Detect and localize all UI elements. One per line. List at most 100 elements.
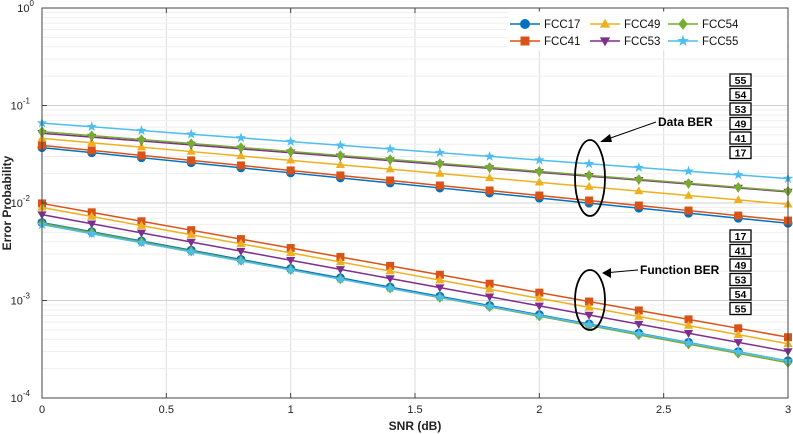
- function-ber-order-box: [729, 272, 752, 287]
- data-ber-order-box-label: 49: [735, 119, 747, 131]
- data-point: [683, 165, 694, 176]
- data-point: [186, 229, 196, 238]
- data-point: [435, 168, 445, 177]
- data-point: [136, 220, 147, 229]
- y-tick-label: 100: [17, 0, 34, 15]
- data-point: [485, 162, 494, 173]
- legend-item-fcc55: FCC55: [668, 34, 738, 48]
- data-ber-arrow: [601, 121, 657, 142]
- data-point: [535, 166, 544, 177]
- function-ber-line: [41, 223, 789, 362]
- data-point: [286, 248, 296, 257]
- data-point: [187, 156, 196, 165]
- function-ber-order-box: [729, 258, 752, 272]
- data-point: [734, 182, 743, 193]
- data-ber-order-box: [729, 87, 752, 102]
- data-point: [733, 195, 743, 204]
- data-point: [385, 154, 395, 165]
- data-point: [534, 293, 544, 302]
- data-point: [187, 138, 196, 149]
- data-point: [137, 134, 146, 145]
- data-ber-arrowhead: [600, 134, 612, 142]
- function-ber-order-box-label: 55: [735, 304, 747, 316]
- data-ber-order-box: [729, 116, 752, 131]
- data-point: [634, 174, 643, 185]
- function-ber-line: [41, 202, 789, 338]
- data-point: [683, 337, 694, 348]
- data-point: [186, 246, 197, 257]
- legend-item-fcc54: FCC54: [668, 18, 739, 31]
- data-point: [385, 266, 395, 275]
- data-point: [87, 220, 97, 229]
- data-point: [583, 319, 595, 329]
- x-tick-label: 2: [536, 404, 542, 416]
- y-tick-label: 10-1: [11, 97, 31, 113]
- y-tick-label: 10-4: [11, 389, 31, 405]
- data-point: [485, 284, 495, 293]
- data-point: [137, 151, 146, 160]
- data-point: [684, 178, 693, 189]
- data-point: [386, 261, 395, 270]
- data-point: [186, 146, 196, 155]
- data-ber-line: [41, 144, 789, 222]
- data-point: [336, 252, 345, 261]
- data-point: [734, 211, 743, 220]
- data-point: [485, 279, 494, 288]
- data-ber-order-box: [729, 73, 752, 87]
- data-point: [677, 34, 689, 46]
- function-ber-order-box: [729, 301, 752, 316]
- legend-item-fcc49: FCC49: [590, 18, 660, 31]
- data-point: [599, 18, 611, 28]
- data-point: [535, 191, 544, 200]
- legend-label: FCC54: [702, 19, 739, 31]
- data-point: [136, 229, 147, 238]
- data-point: [733, 169, 744, 180]
- data-point: [386, 176, 395, 185]
- data-ber-order-box: [729, 131, 752, 145]
- data-point: [335, 139, 346, 150]
- data-point: [733, 329, 743, 338]
- data-point: [485, 173, 495, 182]
- data-point: [136, 125, 147, 135]
- function-ber-order-box-label: 17: [735, 231, 747, 243]
- y-tick-label: 10-2: [11, 194, 31, 210]
- y-axis-label: Error Probability: [0, 155, 14, 250]
- data-point: [434, 291, 445, 302]
- data-point: [584, 311, 594, 320]
- data-ber-order-box-label: 41: [735, 133, 747, 145]
- data-point: [385, 143, 396, 154]
- tick-labels: 0 0.5 1 1.5 2 2.5 3 100 10-1 10-2 10-3 10-4: [11, 0, 791, 416]
- data-point: [683, 320, 694, 329]
- data-ber-line: [41, 132, 789, 193]
- function-ber-order-box-label: 53: [735, 275, 747, 287]
- data-point: [585, 196, 594, 205]
- data-point: [186, 128, 197, 139]
- data-ber-line: [41, 122, 789, 180]
- data-point: [734, 324, 743, 333]
- data-point: [286, 257, 296, 266]
- data-point: [285, 136, 296, 146]
- data-point: [634, 320, 644, 329]
- data-point: [236, 151, 246, 160]
- data-point: [385, 275, 395, 284]
- data-point: [584, 181, 594, 190]
- legend-item-fcc17: FCC17: [510, 19, 580, 31]
- data-point: [534, 177, 544, 186]
- data-point: [733, 346, 744, 357]
- data-point: [435, 284, 445, 293]
- data-point: [236, 142, 246, 153]
- data-point: [435, 181, 444, 190]
- data-point: [733, 339, 743, 348]
- legend-item-fcc53: FCC53: [590, 36, 660, 48]
- function-ber-line: [41, 206, 789, 345]
- data-point: [435, 270, 444, 279]
- data-point: [684, 315, 693, 324]
- axes: [41, 7, 789, 399]
- x-tick-label: 0: [39, 404, 45, 416]
- data-point: [136, 142, 147, 151]
- data-ber-ellipse: [574, 139, 606, 217]
- data-point: [484, 301, 495, 311]
- data-point: [678, 18, 688, 30]
- data-point: [385, 282, 396, 293]
